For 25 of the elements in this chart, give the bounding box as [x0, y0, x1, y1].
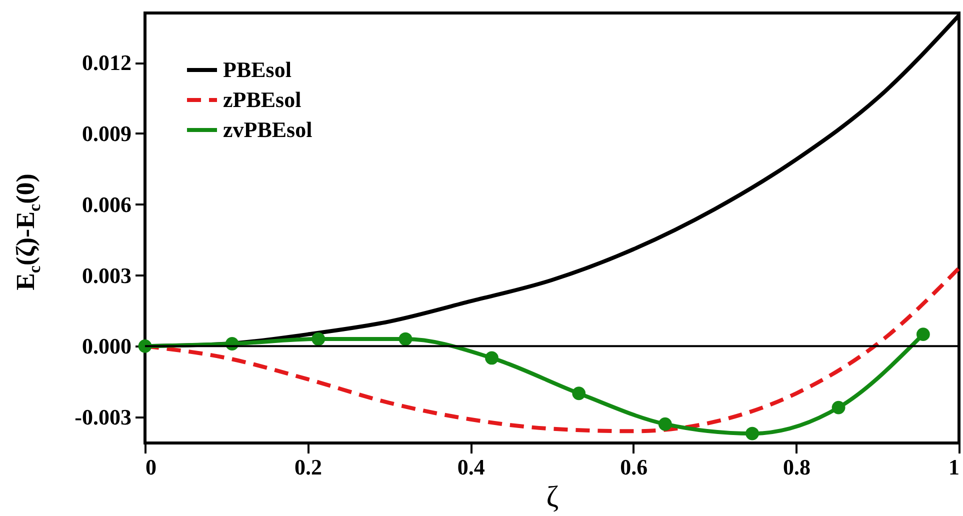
- x-tick-label: 0: [146, 454, 156, 480]
- x-tick-label: 0.4: [457, 454, 485, 480]
- point: [485, 351, 498, 365]
- legend-label: zPBEsol: [223, 87, 302, 112]
- x-axis-title: ζ: [546, 480, 559, 514]
- y-tick-label: 0.012: [82, 50, 132, 76]
- legend-label: zvPBEsol: [223, 117, 312, 142]
- y-tick-label: 0.006: [82, 192, 132, 217]
- x-tick-label: 0.8: [782, 454, 810, 480]
- point: [832, 400, 846, 414]
- y-tick-label: 0.003: [82, 262, 132, 288]
- point: [398, 332, 412, 346]
- point: [312, 332, 326, 346]
- y-tick-label: -0.003: [74, 404, 132, 430]
- point: [916, 328, 930, 342]
- legend-label: PBEsol: [223, 57, 292, 82]
- x-tick-label: 0.6: [620, 454, 648, 480]
- x-tick-label: 1: [948, 454, 960, 480]
- y-tick-label: 0.009: [82, 120, 132, 146]
- point: [572, 386, 586, 400]
- x-tick-label: 0.2: [294, 454, 322, 480]
- y-tick-label: 0.000: [82, 334, 132, 359]
- point: [658, 417, 672, 431]
- point: [746, 426, 759, 440]
- point: [138, 339, 152, 353]
